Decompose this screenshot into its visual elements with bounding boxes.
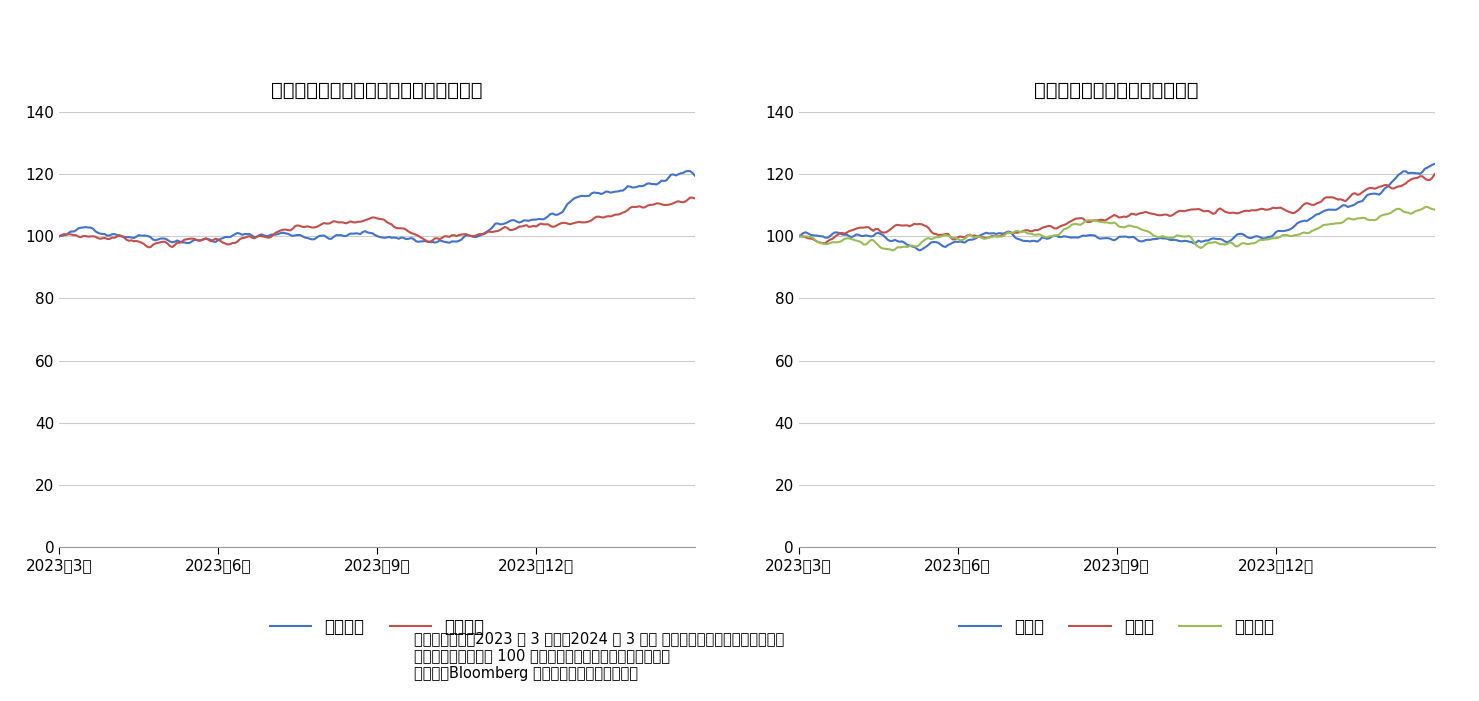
ミッド: [1383, 184, 1401, 192]
グロース: [308, 233, 325, 242]
バリュー: [682, 193, 700, 202]
ミッド: [1390, 182, 1408, 191]
グロース: [679, 167, 697, 175]
グロース: [686, 172, 704, 180]
Text: （注）　期間：2023 年 3 月末～2024 年 3 月末 米ドル建　グロス配当リターン
　　　　開始時点を 100 とした累積リターンの推移を示す。
（出所: （注） 期間：2023 年 3 月末～2024 年 3 月末 米ドル建 グロス配…: [414, 631, 784, 681]
ラージ: [1047, 232, 1065, 240]
ミッド: [813, 239, 831, 247]
グロース: [333, 231, 351, 239]
ラージ: [1072, 233, 1090, 241]
スモール: [884, 246, 902, 254]
ミッド: [1426, 170, 1444, 178]
ラージ: [1390, 170, 1408, 179]
スモール: [1390, 205, 1408, 213]
Legend: ラージ, ミッド, スモール: ラージ, ミッド, スモール: [952, 611, 1281, 643]
スモール: [1047, 231, 1065, 240]
グロース: [643, 180, 661, 189]
バリュー: [308, 223, 325, 231]
ラージ: [1180, 238, 1198, 246]
バリュー: [50, 232, 68, 240]
グロース: [177, 239, 195, 247]
ラージ: [910, 246, 927, 254]
ミッド: [790, 232, 808, 240]
ラージ: [1426, 160, 1444, 168]
グロース: [441, 238, 458, 247]
バリュー: [651, 199, 669, 207]
グロース: [50, 232, 68, 240]
Title: 図表４　企業規模別指数の推移: 図表４ 企業規模別指数の推移: [1034, 81, 1199, 100]
スモール: [1426, 205, 1444, 214]
Line: グロース: グロース: [59, 171, 695, 243]
バリュー: [139, 243, 157, 252]
Line: ラージ: ラージ: [799, 164, 1435, 250]
ラージ: [1383, 179, 1401, 187]
ミッド: [1047, 224, 1065, 233]
スモール: [1180, 232, 1198, 240]
ラージ: [790, 232, 808, 240]
スモール: [1418, 203, 1436, 211]
スモール: [1276, 231, 1294, 239]
ミッド: [1180, 206, 1198, 215]
スモール: [790, 232, 808, 240]
スモール: [1072, 221, 1090, 229]
バリュー: [333, 218, 351, 226]
Line: ミッド: ミッド: [799, 174, 1435, 243]
ミッド: [1072, 214, 1090, 222]
バリュー: [537, 220, 555, 229]
スモール: [1383, 208, 1401, 217]
Line: バリュー: バリュー: [59, 198, 695, 247]
ラージ: [1276, 226, 1294, 235]
バリュー: [643, 200, 661, 209]
バリュー: [441, 233, 458, 241]
グロース: [537, 214, 555, 222]
Title: 図表３　グロース・バリュー指数の推移: 図表３ グロース・バリュー指数の推移: [271, 81, 484, 100]
Legend: グロース, バリュー: グロース, バリュー: [263, 611, 491, 643]
Line: スモール: スモール: [799, 207, 1435, 250]
ミッド: [1276, 206, 1294, 215]
バリュー: [686, 194, 704, 203]
グロース: [651, 179, 669, 187]
